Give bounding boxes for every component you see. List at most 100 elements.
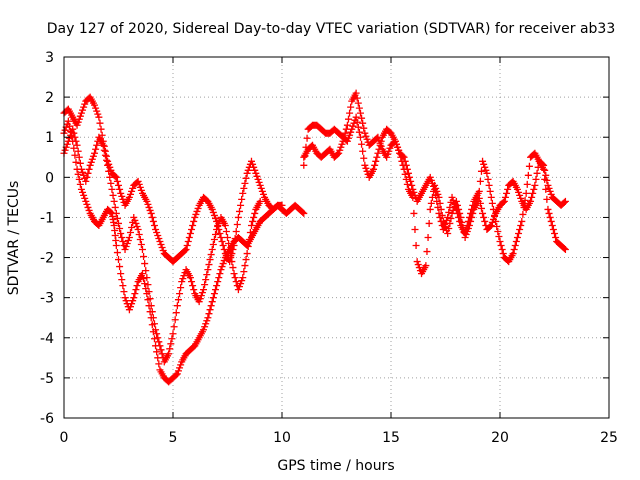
data-point <box>302 143 310 151</box>
data-point <box>123 240 131 248</box>
data-point <box>149 217 157 225</box>
data-point <box>409 185 417 193</box>
data-point <box>116 263 124 271</box>
data-point <box>81 194 89 202</box>
data-point <box>153 330 161 338</box>
data-point <box>197 292 205 300</box>
x-tick-label: 15 <box>382 430 400 446</box>
data-point <box>128 187 136 195</box>
data-point <box>410 188 418 196</box>
data-point <box>96 119 104 127</box>
data-point <box>356 109 364 117</box>
data-point <box>115 181 122 189</box>
data-point <box>202 320 210 328</box>
data-point <box>242 256 250 264</box>
data-point <box>157 241 165 249</box>
data-point <box>205 310 213 318</box>
data-point <box>372 157 380 165</box>
data-point <box>170 323 178 331</box>
data-point <box>352 113 360 121</box>
data-point <box>258 187 266 195</box>
data-point <box>407 177 415 185</box>
data-point <box>515 188 523 196</box>
data-point <box>166 345 174 353</box>
data-point <box>399 152 407 160</box>
data-point <box>64 137 72 145</box>
data-point <box>98 131 106 139</box>
data-point <box>386 144 394 152</box>
data-point <box>230 270 238 278</box>
data-point <box>83 173 91 181</box>
data-point <box>73 141 81 149</box>
data-point <box>165 350 173 358</box>
data-point <box>516 191 524 199</box>
data-point <box>408 181 416 189</box>
data-point <box>300 209 308 217</box>
data-point <box>135 180 143 188</box>
data-point <box>79 188 87 196</box>
data-point <box>243 250 251 258</box>
data-point <box>116 185 124 193</box>
data-point <box>117 270 125 278</box>
data-point <box>203 317 211 325</box>
data-point <box>79 106 87 114</box>
data-point <box>519 210 527 218</box>
data-point <box>119 282 127 290</box>
data-point <box>145 288 153 296</box>
data-point <box>75 115 83 123</box>
data-point <box>247 221 255 229</box>
data-point <box>87 158 95 166</box>
data-point <box>172 371 180 379</box>
data-point <box>242 174 250 182</box>
data-point <box>523 180 531 188</box>
data-point <box>461 229 469 237</box>
data-point <box>476 177 484 185</box>
data-point <box>107 179 115 187</box>
data-point <box>77 185 85 193</box>
data-point <box>244 166 252 174</box>
data-point <box>138 246 146 254</box>
data-point <box>546 213 554 221</box>
data-point <box>383 153 391 161</box>
data-point <box>483 169 491 177</box>
data-point <box>375 145 383 153</box>
data-point <box>475 194 483 202</box>
data-point <box>174 367 182 375</box>
data-point <box>148 308 156 316</box>
data-point <box>152 225 160 233</box>
data-point <box>444 213 452 221</box>
data-point <box>439 225 447 233</box>
data-point <box>82 197 90 205</box>
data-point <box>71 133 79 141</box>
data-point <box>118 276 126 284</box>
data-point <box>442 219 449 227</box>
data-point <box>403 165 411 173</box>
data-point <box>189 221 197 229</box>
data-point <box>82 177 90 185</box>
data-point <box>215 274 223 282</box>
data-point <box>552 234 560 241</box>
data-point <box>462 225 470 233</box>
x-tick-label: 25 <box>600 430 618 446</box>
data-point <box>495 232 503 240</box>
data-point <box>254 175 262 183</box>
data-point <box>347 103 355 111</box>
data-point <box>245 236 253 244</box>
data-point <box>238 195 246 203</box>
data-point <box>385 147 393 155</box>
data-point <box>252 169 260 177</box>
data-point <box>149 314 157 322</box>
data-point <box>400 153 408 161</box>
data-point <box>125 306 133 314</box>
data-point <box>116 224 124 232</box>
data-point <box>353 118 361 126</box>
data-point <box>145 203 153 211</box>
data-point <box>231 274 239 282</box>
data-point <box>140 253 148 261</box>
data-point <box>72 137 80 145</box>
data-point <box>200 286 208 294</box>
data-point <box>186 229 194 237</box>
data-point <box>499 198 507 206</box>
data-point <box>341 129 349 137</box>
data-point <box>134 225 142 233</box>
